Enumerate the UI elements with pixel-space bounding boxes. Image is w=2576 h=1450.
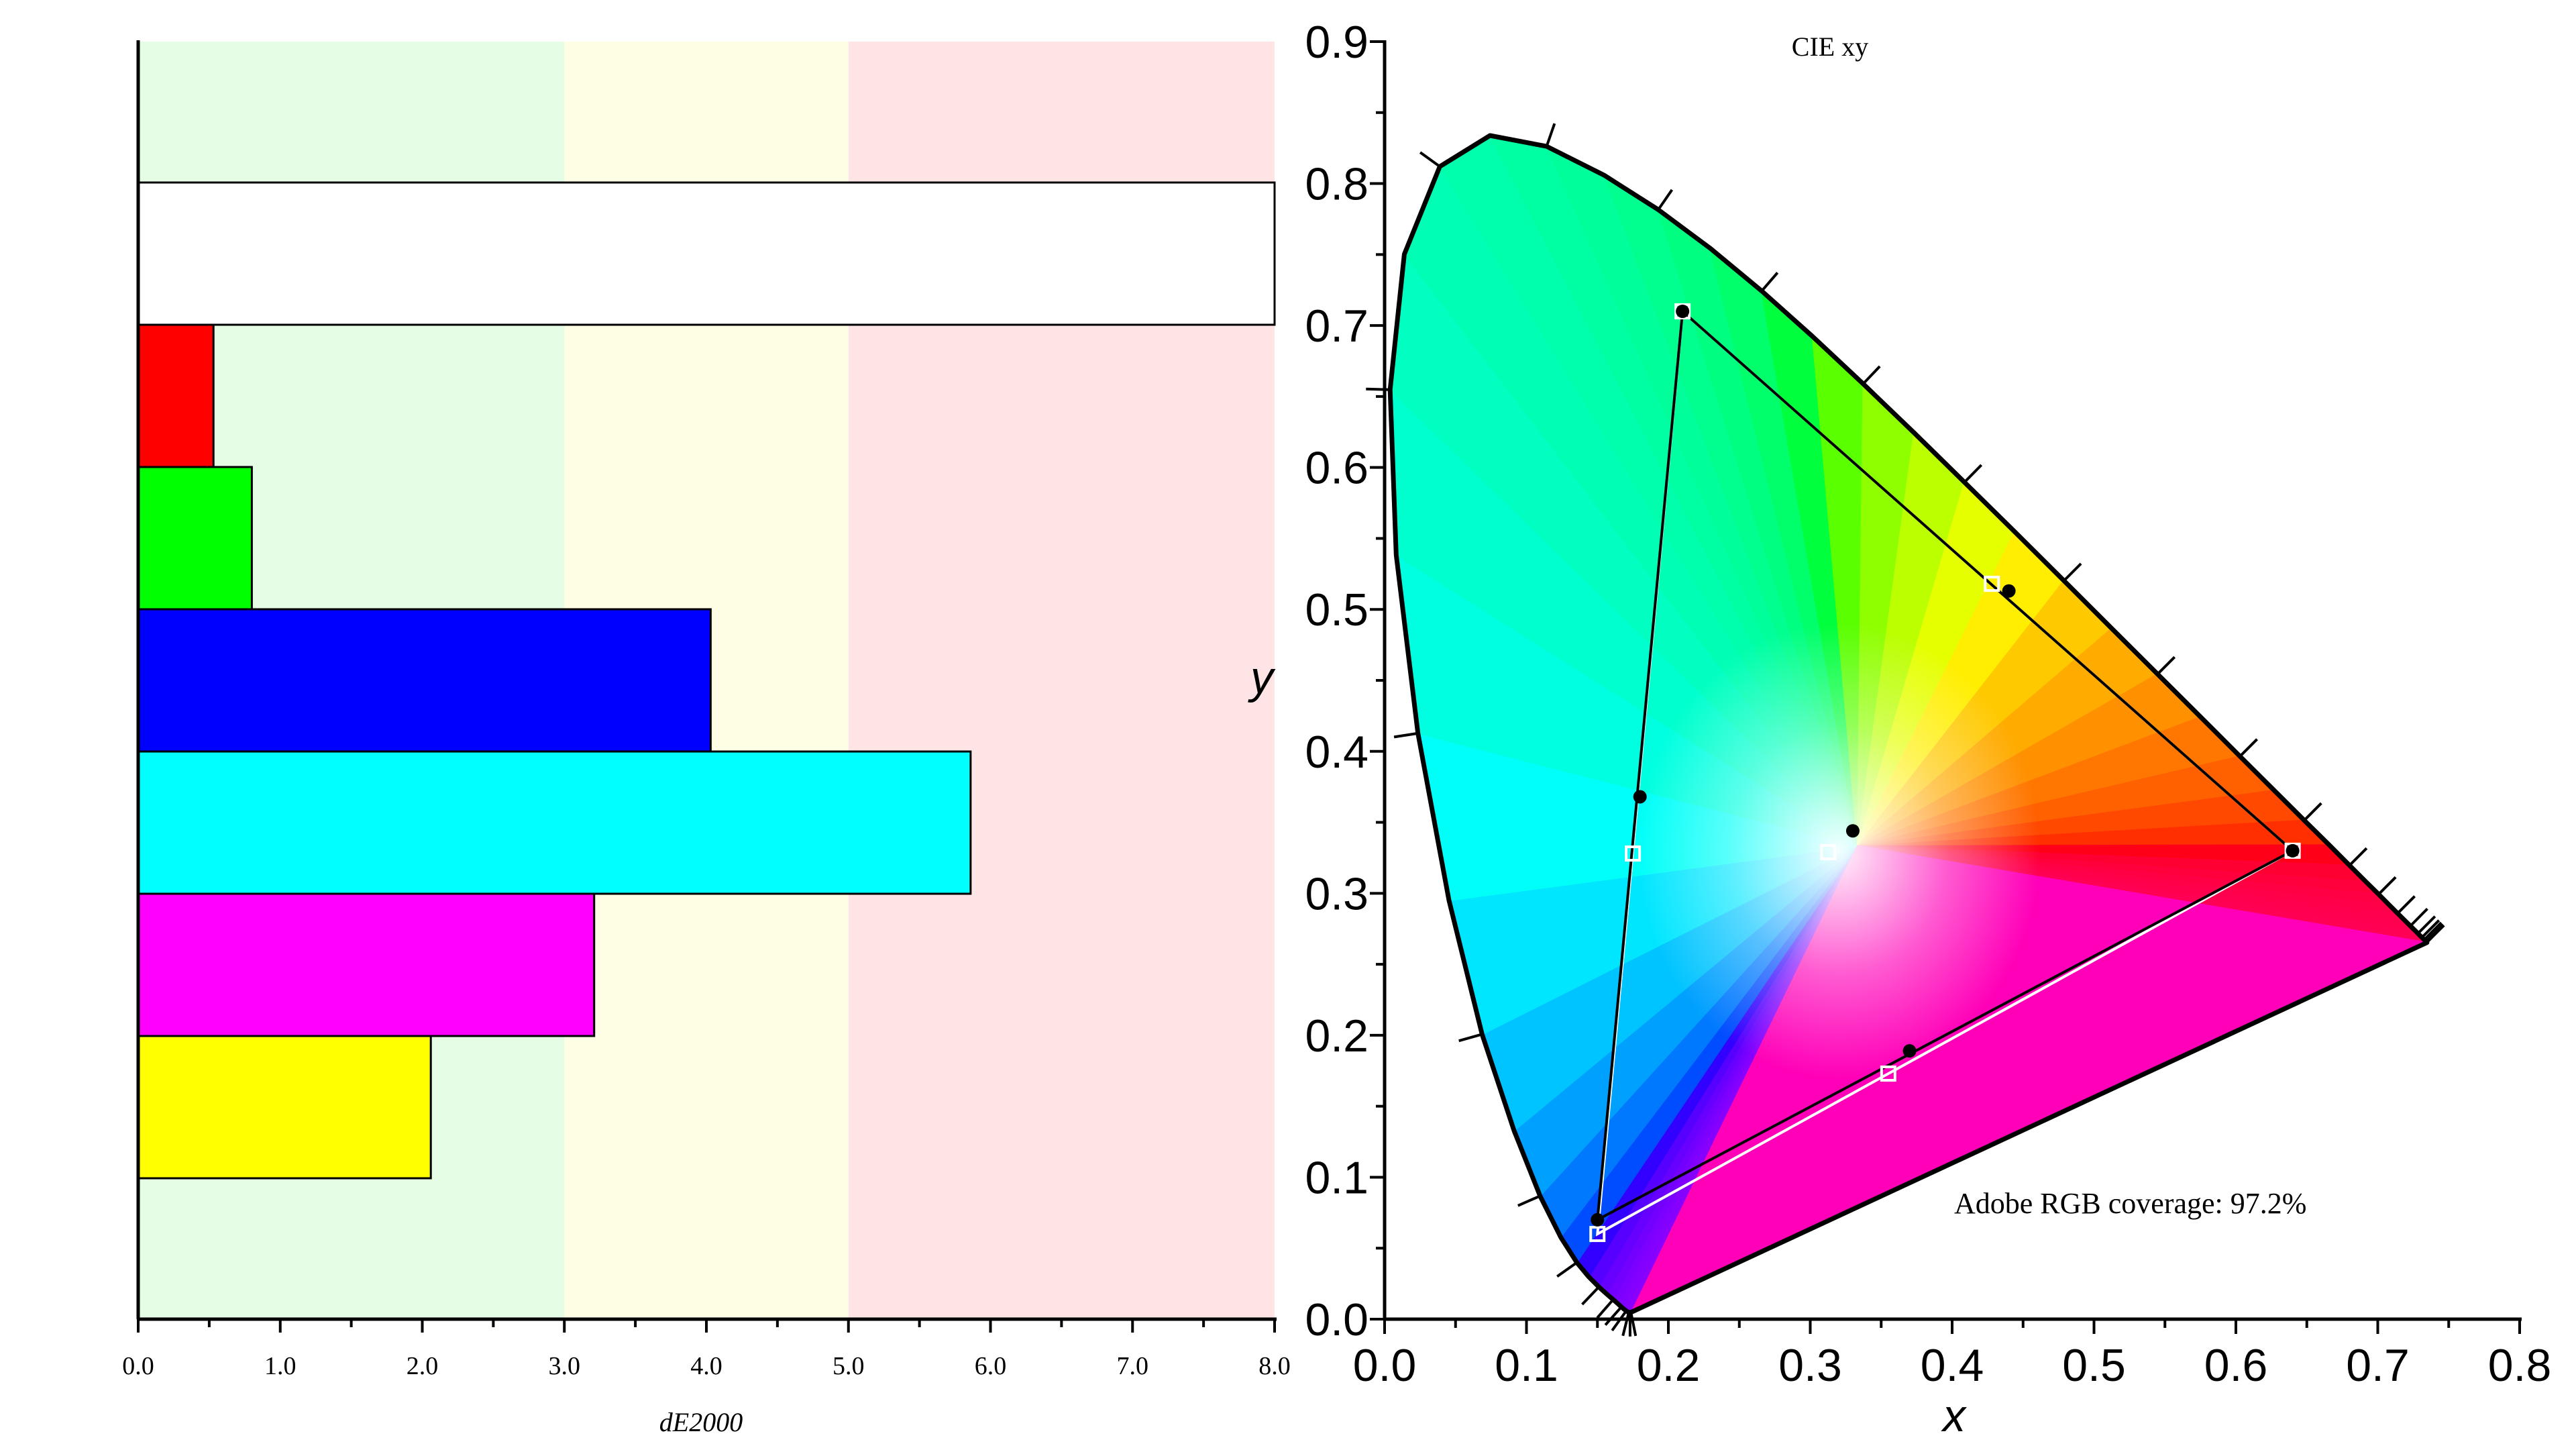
bar-chart-x-axis-label: dE2000 bbox=[659, 1407, 743, 1437]
target-point bbox=[1820, 843, 1837, 860]
gamut-points bbox=[1589, 303, 2301, 1243]
cie-y-ticks: 0.0 0.1 0.2 0.3 0.4 0.5 0.6 0.7 0.8 0.9 bbox=[1305, 17, 1385, 1345]
measured-point bbox=[2002, 584, 2016, 598]
locus-tick bbox=[2416, 915, 2436, 935]
cie-x-tick-label: 0.8 bbox=[2488, 1340, 2552, 1391]
locus-tick bbox=[1657, 189, 1674, 211]
cie-chart-title: CIE xy bbox=[1792, 32, 1868, 62]
locus-tick bbox=[1517, 1194, 1541, 1207]
bar-x-tick-label: 1.0 bbox=[264, 1352, 297, 1380]
locus-tick bbox=[1556, 1261, 1578, 1278]
locus-tick bbox=[1604, 1306, 1623, 1327]
cie-y-tick-label: 0.0 bbox=[1305, 1294, 1368, 1345]
target-point bbox=[1625, 845, 1642, 862]
bar-x-tick-label: 3.0 bbox=[549, 1352, 581, 1380]
adobe-rgb-coverage-annotation: Adobe RGB coverage: 97.2% bbox=[1954, 1187, 2306, 1220]
cie-x-tick-label: 0.4 bbox=[1921, 1340, 1984, 1391]
cie-x-tick-label: 0.5 bbox=[2062, 1340, 2126, 1391]
bar-x-tick-label: 4.0 bbox=[690, 1352, 722, 1380]
cie-xy-chromaticity-diagram: 0.0 0.1 0.2 0.3 0.4 0.5 0.6 0.7 0.8 0.0 0.1 0.2 0.3… bbox=[1248, 17, 2551, 1441]
bar-x-tick-label: 8.0 bbox=[1258, 1352, 1291, 1380]
cie-x-tick-label: 0.2 bbox=[1637, 1340, 1701, 1391]
cie-x-tick-label: 0.6 bbox=[2204, 1340, 2268, 1391]
cie-y-tick-label: 0.2 bbox=[1305, 1011, 1368, 1061]
cie-y-tick-label: 0.1 bbox=[1305, 1152, 1368, 1203]
measured-point bbox=[1633, 790, 1647, 804]
locus-tick bbox=[1862, 365, 1881, 385]
bar-x-tick-label: 5.0 bbox=[833, 1352, 865, 1380]
bar-5 bbox=[137, 892, 596, 1037]
locus-tick bbox=[2239, 738, 2258, 758]
measured-point bbox=[1845, 824, 1860, 838]
locus-tick bbox=[2423, 921, 2443, 941]
cie-y-tick-label: 0.6 bbox=[1305, 443, 1368, 494]
locus-tick bbox=[2420, 919, 2440, 939]
locus-tick bbox=[1419, 151, 1441, 168]
cie-y-tick-label: 0.9 bbox=[1305, 17, 1368, 68]
cie-y-tick-label: 0.8 bbox=[1305, 159, 1368, 210]
locus-tick bbox=[1629, 1312, 1638, 1337]
locus-tick bbox=[1545, 123, 1556, 147]
bar-3 bbox=[137, 608, 712, 753]
locus-tick bbox=[1596, 1298, 1615, 1319]
locus-tick bbox=[2063, 562, 2082, 582]
de2000-bar-chart: 0.0 1.0 2.0 3.0 4.0 5.0 6.0 7.0 8.0 dE2000 bbox=[122, 40, 1291, 1437]
target-point bbox=[1589, 1226, 1606, 1243]
measured-point bbox=[1902, 1044, 1917, 1058]
locus-tick bbox=[1621, 1312, 1630, 1337]
cie-y-tick-label: 0.4 bbox=[1305, 727, 1368, 778]
locus-tick bbox=[2409, 907, 2428, 927]
target-point bbox=[1880, 1066, 1896, 1082]
locus-tick bbox=[1393, 731, 1419, 739]
cie-x-axis-label: x bbox=[1941, 1390, 1967, 1441]
cie-x-tick-label: 0.1 bbox=[1495, 1340, 1558, 1391]
measured-gamut-triangle bbox=[1595, 308, 2296, 1223]
cie-x-ticks: 0.0 0.1 0.2 0.3 0.4 0.5 0.6 0.7 0.8 bbox=[1353, 1319, 2552, 1391]
spectral-locus-fill bbox=[1390, 136, 2427, 1312]
bar-4 bbox=[137, 750, 972, 895]
locus-tick bbox=[1963, 464, 1983, 484]
cie-y-tick-label: 0.7 bbox=[1305, 301, 1368, 352]
locus-tick bbox=[1760, 272, 1779, 293]
measured-point bbox=[2286, 843, 2300, 858]
bar-2 bbox=[137, 466, 253, 611]
cie-y-tick-label: 0.3 bbox=[1305, 868, 1368, 919]
locus-tick bbox=[2377, 876, 2397, 896]
locus-tick bbox=[2303, 802, 2322, 822]
target-point bbox=[1984, 576, 2000, 592]
bar-x-tick-label: 2.0 bbox=[407, 1352, 439, 1380]
bar-0 bbox=[137, 181, 1276, 326]
bar-1 bbox=[137, 323, 215, 468]
cie-x-tick-label: 0.7 bbox=[2346, 1340, 2410, 1391]
bar-chart-x-ticks: 0.0 1.0 2.0 3.0 4.0 5.0 6.0 7.0 8.0 bbox=[122, 1319, 1291, 1380]
cie-x-tick-label: 0.0 bbox=[1353, 1340, 1417, 1391]
measured-point bbox=[1676, 304, 1690, 318]
locus-tick bbox=[2348, 847, 2368, 867]
locus-tick bbox=[2426, 924, 2445, 943]
locus-tick bbox=[2396, 895, 2416, 915]
bar-x-tick-label: 0.0 bbox=[122, 1352, 154, 1380]
locus-tick bbox=[1581, 1286, 1600, 1306]
white-point-glow bbox=[1637, 622, 2040, 1079]
cie-x-tick-label: 0.3 bbox=[1778, 1340, 1842, 1391]
cie-y-tick-label: 0.5 bbox=[1305, 584, 1368, 635]
locus-tick bbox=[2156, 656, 2176, 676]
cie-y-axis-label: y bbox=[1248, 652, 1276, 703]
measured-point bbox=[1591, 1212, 1605, 1227]
bar-x-tick-label: 7.0 bbox=[1117, 1352, 1149, 1380]
bar-x-tick-label: 6.0 bbox=[975, 1352, 1007, 1380]
color-bars bbox=[137, 181, 1276, 1180]
bar-6 bbox=[137, 1035, 432, 1180]
gamut-triangles bbox=[1595, 308, 2296, 1237]
locus-tick bbox=[1458, 1033, 1483, 1043]
locus-tick bbox=[1366, 387, 1391, 391]
